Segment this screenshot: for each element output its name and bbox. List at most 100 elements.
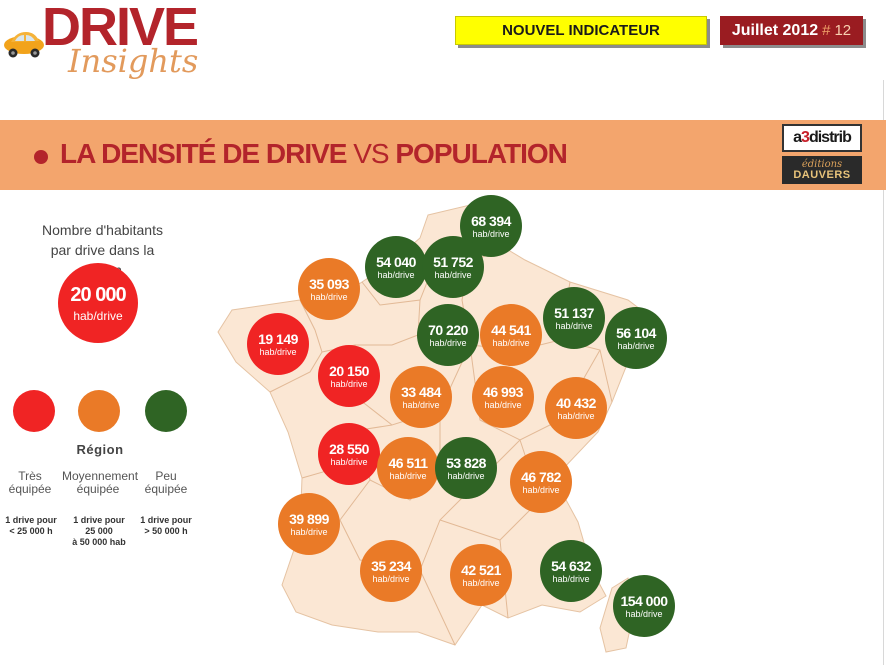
region-unit: hab/drive <box>484 399 522 410</box>
car-icon <box>4 32 44 58</box>
region-bubble: 51 137 hab/drive <box>543 287 605 349</box>
desc-line1: 1 drive pour <box>5 515 57 525</box>
category-line1: Très <box>18 469 42 483</box>
legend-desc-very: 1 drive pour < 25 000 h <box>0 515 62 537</box>
legend-example-unit: hab/drive <box>73 308 123 323</box>
title-band <box>0 120 886 190</box>
region-value: 56 104 <box>616 324 656 341</box>
region-value: 51 752 <box>433 253 473 270</box>
region-unit: hab/drive <box>310 291 348 302</box>
legend-region-label: Région <box>76 442 124 457</box>
region-unit: hab/drive <box>389 470 427 481</box>
issue-badge: Juillet 2012 # 12 <box>720 16 863 45</box>
region-value: 51 137 <box>554 304 594 321</box>
region-unit: hab/drive <box>330 378 368 389</box>
region-value: 46 511 <box>388 454 428 471</box>
region-value: 154 000 <box>620 592 668 609</box>
region-value: 54 040 <box>376 253 416 270</box>
region-bubble: 70 220 hab/drive <box>417 304 479 366</box>
region-value: 35 234 <box>371 557 411 574</box>
region-unit: hab/drive <box>625 608 663 619</box>
category-line2: équipée <box>8 482 52 496</box>
region-bubble: 46 993 hab/drive <box>472 366 534 428</box>
region-unit: hab/drive <box>402 399 440 410</box>
region-value: 42 521 <box>461 561 501 578</box>
a3distrib-a: a <box>793 129 802 146</box>
legend-dot-medium-equipped <box>78 390 120 432</box>
region-value: 44 541 <box>491 321 531 338</box>
region-value: 19 149 <box>258 330 298 347</box>
title-vs: VS <box>353 138 389 169</box>
region-unit: hab/drive <box>372 573 410 584</box>
desc-line2: > 50 000 h <box>144 526 188 536</box>
region-unit: hab/drive <box>429 337 467 348</box>
region-bubble: 154 000 hab/drive <box>613 575 675 637</box>
region-bubble: 28 550 hab/drive <box>318 423 380 485</box>
legend-example-circle: 20 000 hab/drive <box>58 263 138 343</box>
region-bubble: 20 150 hab/drive <box>318 345 380 407</box>
region-value: 53 828 <box>446 454 486 471</box>
category-line2: équipée <box>76 482 120 496</box>
region-unit: hab/drive <box>259 346 297 357</box>
legend-category-very: Très équipée <box>4 470 56 496</box>
region-value: 54 632 <box>551 557 591 574</box>
legend-title: Nombre d'habitants par drive dans la rég… <box>30 220 175 280</box>
region-value: 46 993 <box>483 383 523 400</box>
region-bubble: 54 040 hab/drive <box>365 236 427 298</box>
desc-line2: 25 000 <box>85 526 113 536</box>
desc-line2: < 25 000 h <box>9 526 53 536</box>
title-bullet-icon <box>34 150 48 164</box>
new-indicator-badge: NOUVEL INDICATEUR <box>455 16 707 45</box>
category-line2: équipée <box>144 482 188 496</box>
editions-word: éditions <box>801 158 843 170</box>
region-unit: hab/drive <box>447 470 485 481</box>
region-unit: hab/drive <box>472 228 510 239</box>
logo-insights-word: Insights <box>68 42 199 80</box>
region-unit: hab/drive <box>555 320 593 331</box>
legend-dot-very-equipped <box>13 390 55 432</box>
legend-category-medium: Moyennement équipée <box>62 469 139 496</box>
legend-dot-low-equipped <box>145 390 187 432</box>
desc-line3: à 50 000 hab <box>72 537 126 547</box>
region-value: 39 899 <box>289 510 329 527</box>
region-bubble: 19 149 hab/drive <box>247 313 309 375</box>
region-unit: hab/drive <box>377 269 415 280</box>
legend-desc-medium: 1 drive pour 25 000 à 50 000 hab <box>64 515 134 548</box>
region-unit: hab/drive <box>434 269 472 280</box>
region-value: 70 220 <box>428 321 468 338</box>
region-unit: hab/drive <box>522 484 560 495</box>
region-value: 33 484 <box>401 383 441 400</box>
region-bubble: 44 541 hab/drive <box>480 304 542 366</box>
region-bubble: 42 521 hab/drive <box>450 544 512 606</box>
region-bubble: 46 511 hab/drive <box>377 437 439 499</box>
drive-insights-logo: DRIVE Insights <box>2 0 202 87</box>
a3distrib-logo: a 3 distrib <box>782 124 862 152</box>
region-unit: hab/drive <box>617 340 655 351</box>
issue-month: Juillet 2012 <box>731 21 819 39</box>
region-bubble: 56 104 hab/drive <box>605 307 667 369</box>
issue-hash: # <box>822 22 831 39</box>
region-bubble: 46 782 hab/drive <box>510 451 572 513</box>
region-value: 28 550 <box>329 440 369 457</box>
a3distrib-3: 3 <box>801 129 810 146</box>
issue-number: 12 <box>834 22 852 39</box>
category-line1: Peu <box>155 469 177 483</box>
region-value: 40 432 <box>556 394 596 411</box>
title-part1: LA DENSITÉ DE DRIVE <box>60 138 354 169</box>
region-bubble: 33 484 hab/drive <box>390 366 452 428</box>
category-line1: Moyennement <box>62 469 139 483</box>
region-unit: hab/drive <box>552 573 590 584</box>
region-value: 68 394 <box>471 212 511 229</box>
region-bubble: 40 432 hab/drive <box>545 377 607 439</box>
logo-drive-word: DRIVE <box>42 0 199 57</box>
region-unit: hab/drive <box>330 456 368 467</box>
region-bubble: 53 828 hab/drive <box>435 437 497 499</box>
region-unit: hab/drive <box>557 410 595 421</box>
legend-category-low: Peu équipée <box>140 470 192 496</box>
legend-example-value: 20 000 <box>70 283 126 306</box>
region-bubble: 39 899 hab/drive <box>278 493 340 555</box>
region-bubble: 35 093 hab/drive <box>298 258 360 320</box>
region-bubble: 35 234 hab/drive <box>360 540 422 602</box>
region-bubble: 51 752 hab/drive <box>422 236 484 298</box>
dauvers-word: DAUVERS <box>793 168 851 181</box>
